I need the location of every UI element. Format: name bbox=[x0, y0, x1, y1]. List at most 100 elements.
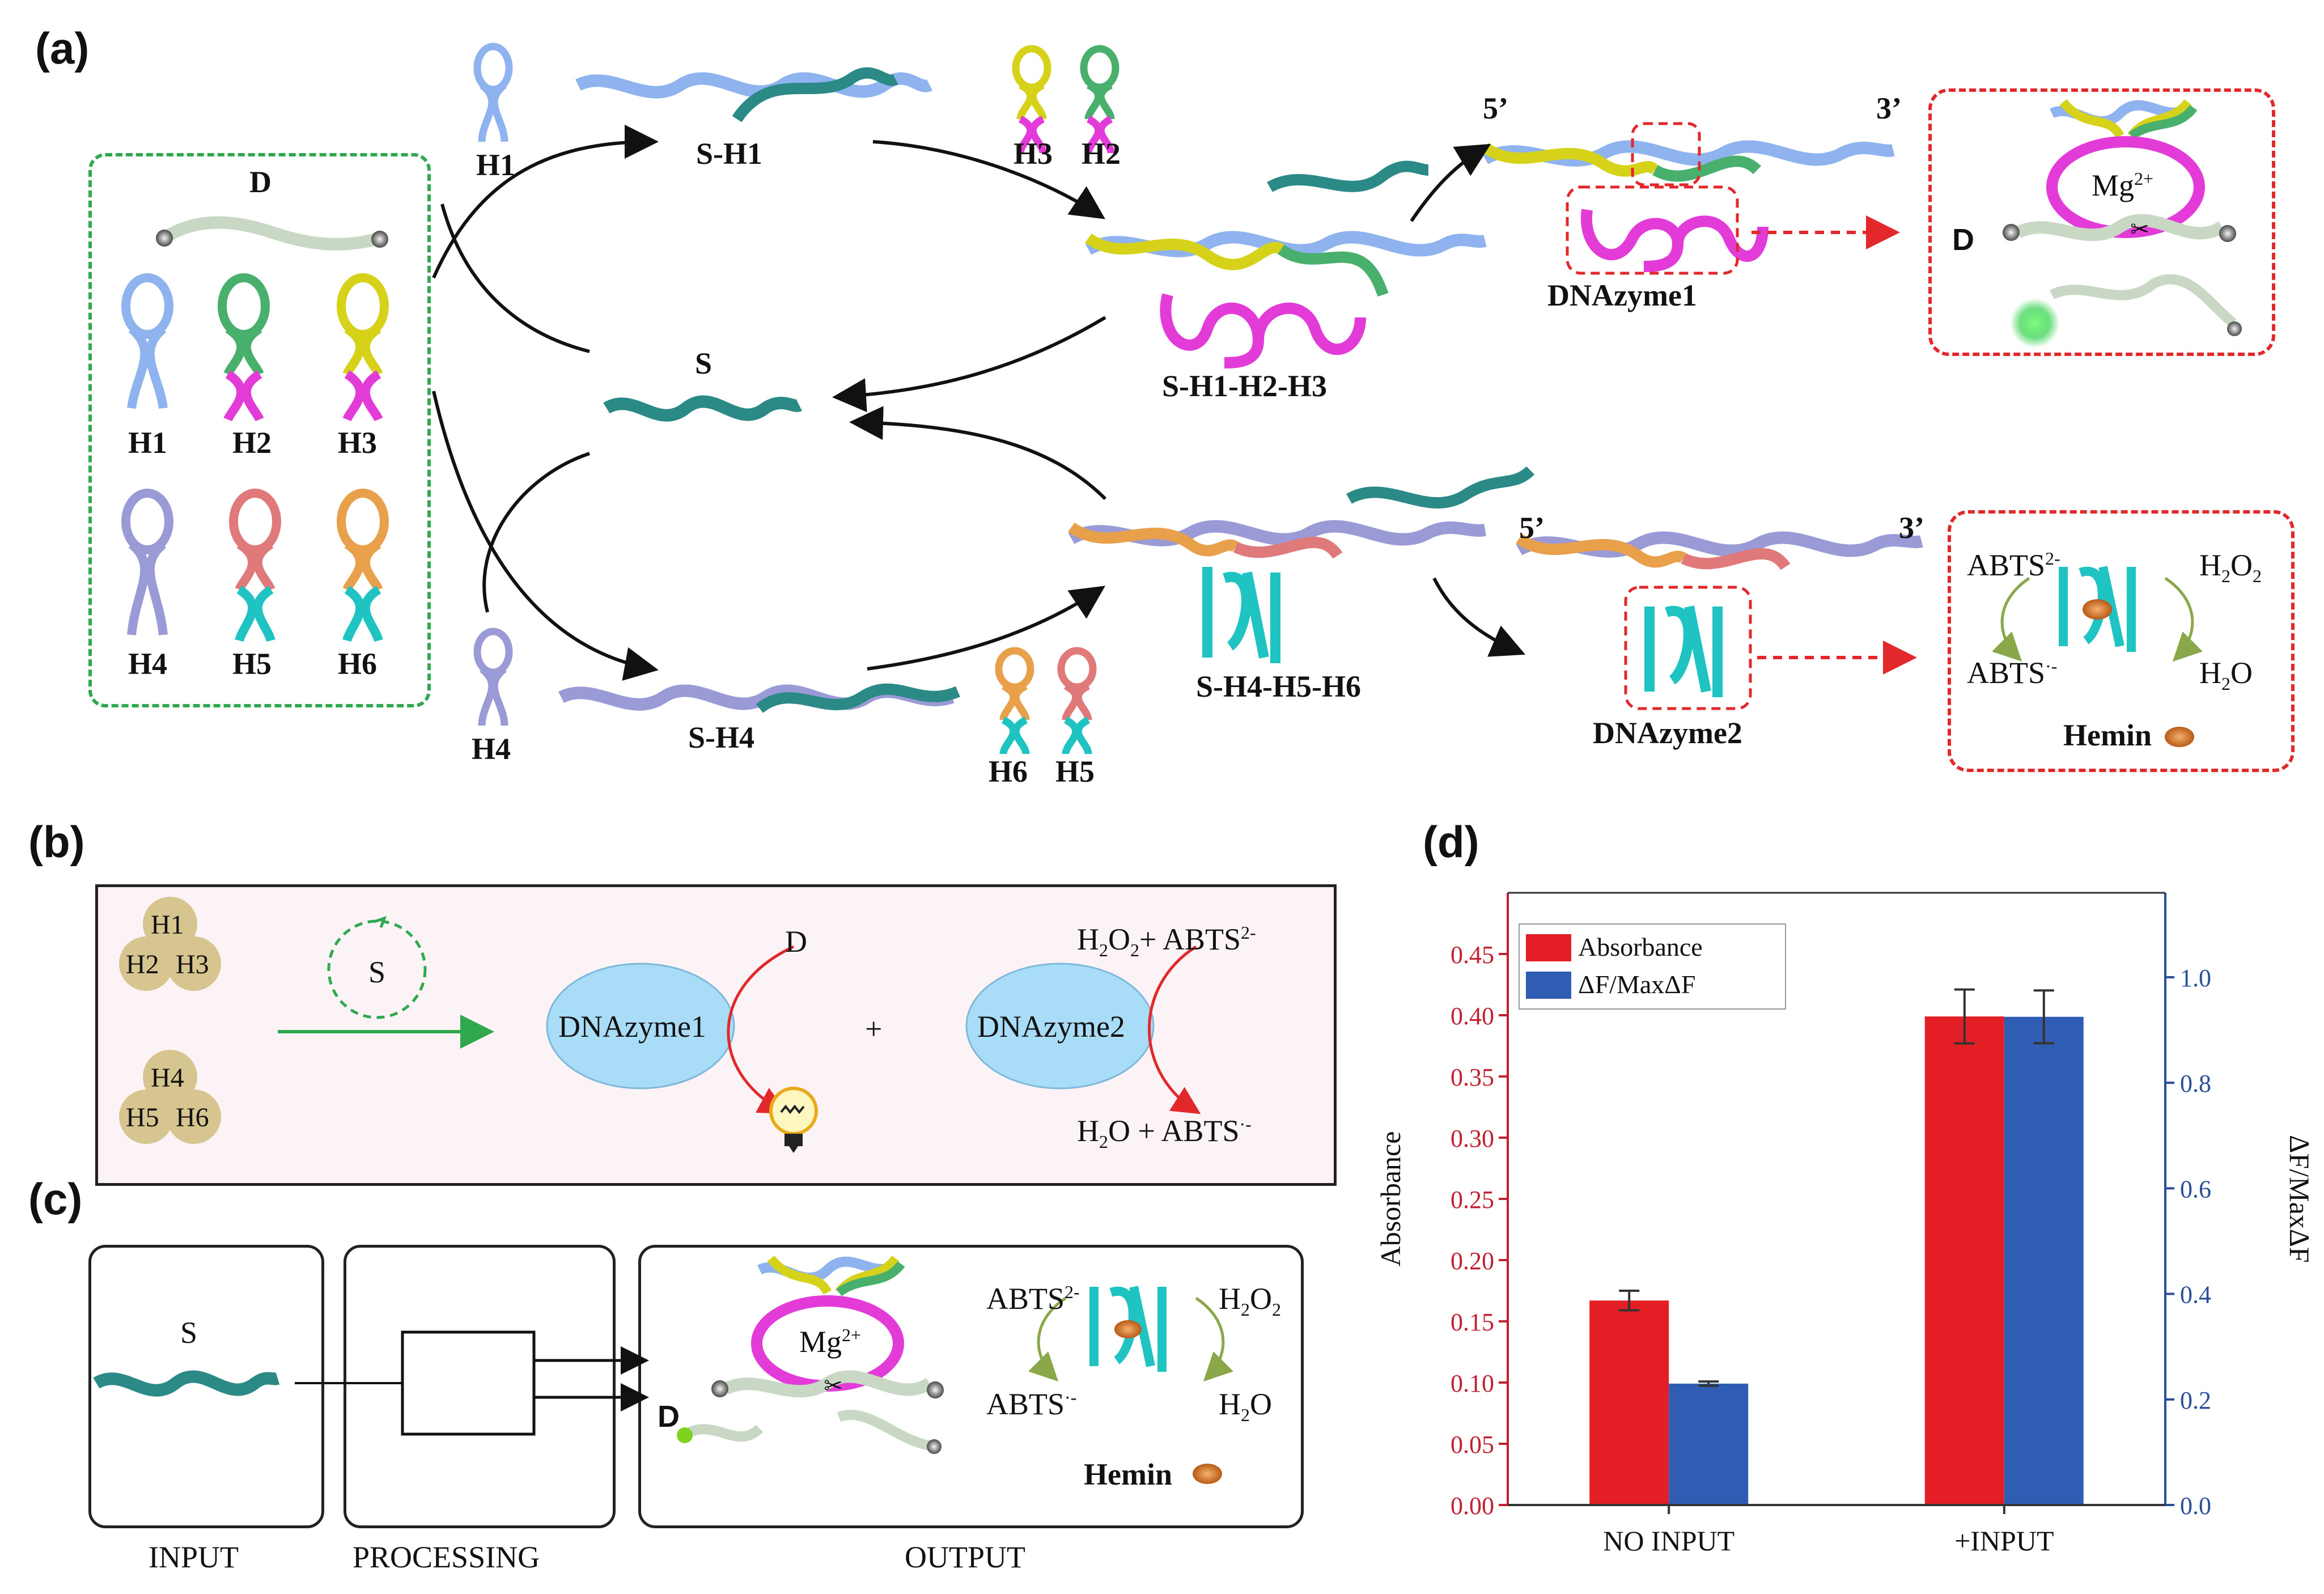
label-mg: Mg2+ bbox=[2092, 168, 2154, 202]
y-axis-label-left: Absorbance bbox=[1375, 1131, 1406, 1267]
bead-h3-icon bbox=[167, 936, 221, 991]
fluorescence-glow-icon bbox=[2010, 298, 2060, 348]
g-quadruplex-icon bbox=[1202, 567, 1280, 663]
hairpin-h2-icon bbox=[218, 273, 270, 422]
left-tick-label: 0.00 bbox=[1451, 1492, 1494, 1520]
panel-a-drawing: ✂ bbox=[121, 43, 2242, 755]
input-box bbox=[88, 1245, 324, 1528]
output-substrate-duplex bbox=[723, 1370, 934, 1398]
h6-strand bbox=[1068, 522, 1239, 557]
label-b-h2o-abts: H2O + ABTS·- bbox=[1077, 1114, 1252, 1152]
h3-strand bbox=[1085, 233, 1284, 270]
label-hemin: Hemin bbox=[2063, 718, 2152, 752]
panel-label-b: (b) bbox=[28, 817, 85, 867]
label-c-h2o2: H2O2 bbox=[1219, 1282, 1281, 1320]
left-tick-label: 0.30 bbox=[1451, 1125, 1494, 1152]
label-c-processing: PROCESSING bbox=[353, 1540, 540, 1574]
label-s-h1-h2-h3: S-H1-H2-H3 bbox=[1162, 369, 1327, 403]
label-h1-top: H1 bbox=[476, 148, 516, 182]
arrow-release-s-top bbox=[832, 316, 1106, 413]
dnazyme2-h6-arm bbox=[1516, 533, 1687, 568]
label-s-h1: S-H1 bbox=[696, 137, 763, 171]
output-abts-arrow bbox=[1028, 1296, 1067, 1382]
label-c-hemin: Hemin bbox=[1084, 1457, 1172, 1491]
cleavage-site-box bbox=[1631, 122, 1701, 186]
output-h2o2-arrow bbox=[1195, 1296, 1233, 1382]
reagent-box bbox=[88, 153, 431, 707]
output-fluorophore-icon bbox=[677, 1427, 693, 1443]
dnazyme2-reaction-box bbox=[1948, 510, 2295, 772]
dnazyme2-core-box bbox=[1624, 586, 1752, 710]
bead-h1-icon bbox=[143, 897, 197, 951]
arrow-to-dnazyme2 bbox=[1432, 577, 1526, 657]
x-category-label: NO INPUT bbox=[1603, 1525, 1734, 1557]
arrow-to-dnazyme1 bbox=[1410, 143, 1491, 222]
scissors-icon: ✂ bbox=[2130, 217, 2149, 242]
dnazyme1-loop-right bbox=[1253, 302, 1366, 355]
s-strand-on-h1 bbox=[732, 67, 898, 122]
dnazyme2-h5-arm bbox=[1681, 548, 1791, 571]
hairpin-h1-top-icon bbox=[473, 43, 513, 142]
right-tick-label: 0.0 bbox=[2180, 1492, 2211, 1520]
substrate-d-duplex bbox=[2015, 214, 2226, 241]
mg-complex-green-arm bbox=[2128, 104, 2198, 140]
cycle-arrowhead-icon bbox=[374, 915, 387, 928]
dnazyme1-h3-arm bbox=[1482, 142, 1660, 177]
fluorophore-bead bbox=[156, 230, 173, 247]
label-h6: H6 bbox=[338, 647, 378, 681]
x-category-label: +INPUT bbox=[1954, 1525, 2054, 1557]
left-tick-label: 0.15 bbox=[1451, 1308, 1494, 1336]
dnazyme2-g-quadruplex-icon bbox=[1644, 605, 1723, 697]
panel-label-c: (c) bbox=[28, 1174, 83, 1224]
label-b-h1: H1 bbox=[151, 910, 184, 940]
hairpin-h1-icon bbox=[121, 273, 173, 409]
label-b-h6: H6 bbox=[176, 1103, 209, 1133]
output-bound-hemin-icon bbox=[1114, 1320, 1142, 1338]
light-bulb-icon bbox=[769, 1087, 818, 1135]
panel-b-drawing bbox=[119, 897, 1201, 1153]
label-c-h2o: H2O bbox=[1219, 1387, 1272, 1425]
label-5-prime-bottom: 5’ bbox=[1519, 511, 1545, 545]
label-c-d: D bbox=[658, 1400, 680, 1434]
h2o2-reduction-arrow bbox=[2164, 576, 2203, 662]
label-s: S bbox=[695, 346, 713, 380]
arrow-to-s-h1-h2-h3 bbox=[872, 140, 1105, 219]
right-tick-label: 0.2 bbox=[2180, 1387, 2211, 1414]
s-catalytic-cycle-icon bbox=[327, 919, 427, 1019]
label-h3: H3 bbox=[338, 426, 378, 460]
quencher-bead bbox=[371, 231, 388, 248]
label-c-abts-top: ABTS2- bbox=[986, 1282, 1080, 1316]
arrow-release-s-bottom bbox=[849, 406, 1107, 501]
dnazyme1-bubble bbox=[546, 963, 735, 1089]
panel-label-a: (a) bbox=[35, 23, 90, 73]
output-quencher-bead bbox=[927, 1439, 942, 1454]
output-bead-right bbox=[927, 1381, 944, 1398]
hairpin-h2-top-icon bbox=[1080, 45, 1119, 154]
label-b-dnazyme2: DNAzyme2 bbox=[977, 1010, 1125, 1044]
dnazyme1-h2-arm bbox=[1652, 155, 1762, 182]
label-h4: H4 bbox=[128, 647, 168, 681]
processing-box bbox=[343, 1245, 616, 1528]
hairpin-h5-bottom-icon bbox=[1057, 647, 1097, 755]
released-s-strand-bottom bbox=[1346, 466, 1535, 508]
bead-h5-icon bbox=[119, 1089, 173, 1144]
legend: Absorbance ΔF/MaxΔF bbox=[1519, 923, 1786, 1010]
hemin-legend-icon bbox=[2165, 727, 2194, 747]
arrow-to-s-h1 bbox=[432, 125, 659, 279]
d-cleavage-arrow bbox=[727, 945, 795, 1114]
h5-strand bbox=[1233, 536, 1343, 559]
dnazyme1-loop-left bbox=[1160, 293, 1265, 368]
right-tick-label: 1.0 bbox=[2180, 964, 2211, 992]
processing-gate bbox=[401, 1330, 536, 1436]
error-bar bbox=[1619, 1290, 1640, 1312]
left-tick-label: 0.40 bbox=[1451, 1002, 1494, 1030]
legend-swatch-df bbox=[1526, 972, 1571, 999]
arrow-to-s-h4-h5-h6 bbox=[867, 586, 1105, 671]
label-3-prime-bottom: 3’ bbox=[1899, 511, 1924, 545]
output-g-quadruplex-icon bbox=[1089, 1286, 1167, 1372]
label-d: D bbox=[249, 165, 272, 199]
dnazyme2-bubble bbox=[965, 963, 1155, 1089]
left-tick-label: 0.10 bbox=[1451, 1370, 1494, 1397]
label-c-s: S bbox=[180, 1316, 198, 1350]
mg-catalytic-loop bbox=[2046, 136, 2205, 238]
